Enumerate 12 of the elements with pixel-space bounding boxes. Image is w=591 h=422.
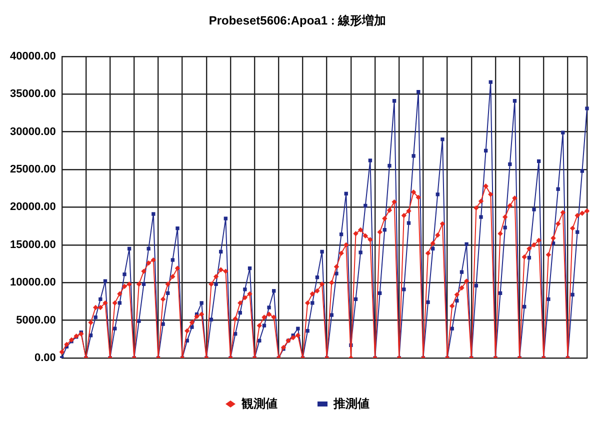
y-tick-label: 5000.00 <box>16 314 56 326</box>
y-tick-label: 15000.00 <box>10 238 56 251</box>
y-tick-label: 10000.00 <box>10 276 56 289</box>
legend-label: 観測値 <box>240 396 278 410</box>
chart-title: Probeset5606:Apoa1 : 線形増加 <box>208 14 386 28</box>
y-tick-label: 30000.00 <box>10 126 56 138</box>
legend-label: 推測値 <box>332 396 370 410</box>
y-tick-label: 0.00 <box>34 352 56 364</box>
y-tick-label: 20000.00 <box>10 201 56 214</box>
y-tick-label: 25000.00 <box>10 164 56 176</box>
y-tick-label: 35000.00 <box>10 88 56 100</box>
y-tick-label: 40000.00 <box>10 50 56 62</box>
